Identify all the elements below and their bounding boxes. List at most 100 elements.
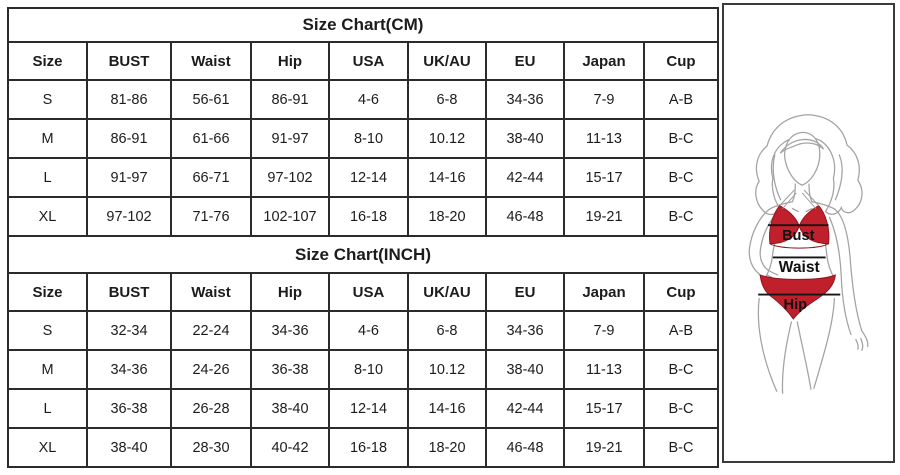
table-cell: 8-10 [328,118,409,159]
table-cell: 46-48 [485,427,565,468]
table-cell: 15-17 [563,388,645,429]
table-cell: 42-44 [485,157,565,198]
table-cell: 38-40 [250,388,330,429]
table-cell: 16-18 [328,427,409,468]
table-cell: 6-8 [407,79,487,120]
collarbone-right [805,207,813,213]
collarbone-left [791,207,799,213]
column-header: Cup [643,41,719,81]
column-header: BUST [86,272,172,312]
size-cell: L [7,157,88,198]
size-chart-table: Size Chart(CM) Size BUST Waist Hip USA UK/AU E… [7,7,719,468]
shoulder-left [768,201,794,211]
table-cell: 24-26 [170,349,252,390]
table-cell: 26-28 [170,388,252,429]
table-cell: 19-21 [563,196,645,237]
table-cell: 28-30 [170,427,252,468]
figure-illustration: Bust Waist Hip [748,114,869,394]
table-cell: 91-97 [86,157,172,198]
size-cell: S [7,79,88,120]
table-cell: 34-36 [86,349,172,390]
bust-label: Bust [782,228,815,244]
table-cell: 86-91 [86,118,172,159]
size-cell: XL [7,196,88,237]
column-header: Cup [643,272,719,312]
cm-header-row: Size BUST Waist Hip USA UK/AU EU Japan Cup [7,41,719,81]
table-cell: 91-97 [250,118,330,159]
measurement-figure-panel: Bust Waist Hip [722,3,895,463]
table-cell: B-C [643,388,719,429]
table-cell: 86-91 [250,79,330,120]
neck-left [791,183,796,203]
leg-left-outer [757,297,778,392]
arm-left-outer [748,208,770,274]
table-cell: 16-18 [328,196,409,237]
table-cell: 11-13 [563,349,645,390]
hair-strand-right [834,154,843,201]
inch-header-row: Size BUST Waist Hip USA UK/AU EU Japan Cup [7,272,719,312]
table-cell: 38-40 [86,427,172,468]
table-cell: 14-16 [407,157,487,198]
table-cell: 4-6 [328,79,409,120]
table-cell: 10.12 [407,118,487,159]
table-cell: 32-34 [86,310,172,351]
column-header: Japan [563,41,645,81]
column-header: Waist [170,41,252,81]
inch-title-row: Size Chart(INCH) [7,235,719,274]
table-row: L 91-97 66-71 97-102 12-14 14-16 42-44 15-17 B-C [7,157,719,198]
table-cell: B-C [643,157,719,198]
column-header: Size [7,272,88,312]
table-cell: 36-38 [86,388,172,429]
table-cell: 81-86 [86,79,172,120]
halter-strap-left [779,189,797,209]
inch-table-title: Size Chart(INCH) [7,235,719,274]
table-cell: 7-9 [563,79,645,120]
hair-strand-left [772,154,782,201]
column-header: Hip [250,272,330,312]
table-row: M 34-36 24-26 36-38 8-10 10.12 38-40 11-13 B-C [7,349,719,390]
table-cell: 36-38 [250,349,330,390]
hair-outline [755,114,863,216]
column-header: EU [485,41,565,81]
table-cell: A-B [643,310,719,351]
table-cell: 97-102 [86,196,172,237]
size-cell: XL [7,427,88,468]
table-cell: B-C [643,427,719,468]
table-row: S 32-34 22-24 34-36 4-6 6-8 34-36 7-9 A-B [7,310,719,351]
table-row: XL 97-102 71-76 102-107 16-18 18-20 46-48 19-21… [7,196,719,237]
arm-right-outer [834,208,863,332]
inch-table-body: S 32-34 22-24 34-36 4-6 6-8 34-36 7-9 A-B M 34-36 2… [7,310,719,468]
cm-title-row: Size Chart(CM) [7,7,719,43]
cm-table-body: S 81-86 56-61 86-91 4-6 6-8 34-36 7-9 A-B M 86-91 6… [7,79,719,237]
table-cell: 42-44 [485,388,565,429]
hand-fingers [855,330,869,351]
face-outline [783,131,821,186]
table-cell: 38-40 [485,349,565,390]
table-cell: 38-40 [485,118,565,159]
table-row: XL 38-40 28-30 40-42 16-18 18-20 46-48 19-21 B-C [7,427,719,468]
cm-table-title: Size Chart(CM) [7,7,719,43]
table-cell: 97-102 [250,157,330,198]
table-cell: 12-14 [328,157,409,198]
table-row: M 86-91 61-66 91-97 8-10 10.12 38-40 11-13 B-C [7,118,719,159]
column-header: USA [328,272,409,312]
table-cell: 40-42 [250,427,330,468]
column-header: USA [328,41,409,81]
table-cell: 46-48 [485,196,565,237]
table-cell: 8-10 [328,349,409,390]
bikini-underband [769,243,829,249]
table-cell: 66-71 [170,157,252,198]
table-cell: 18-20 [407,427,487,468]
table-row: L 36-38 26-28 38-40 12-14 14-16 42-44 15-17 B-C [7,388,719,429]
table-cell: 11-13 [563,118,645,159]
table-cell: 61-66 [170,118,252,159]
column-header: EU [485,272,565,312]
table-cell: 22-24 [170,310,252,351]
table-cell: 56-61 [170,79,252,120]
table-cell: 7-9 [563,310,645,351]
table-cell: 15-17 [563,157,645,198]
size-cell: M [7,118,88,159]
table-cell: B-C [643,118,719,159]
table-cell: 14-16 [407,388,487,429]
table-cell: 10.12 [407,349,487,390]
